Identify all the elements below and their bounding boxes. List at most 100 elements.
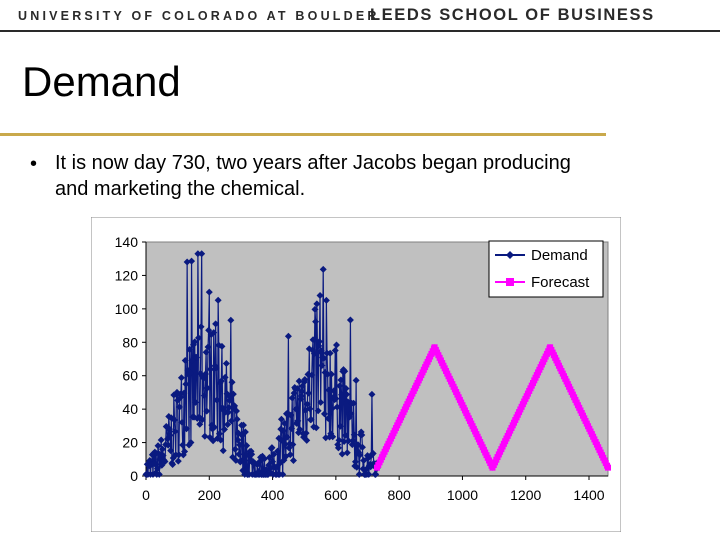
demand-point: [270, 450, 278, 458]
demand-point: [359, 465, 367, 473]
demand-point: [157, 436, 165, 444]
demand-point: [317, 347, 325, 355]
demand-point: [181, 356, 189, 364]
demand-point: [286, 451, 294, 459]
x-tick-label: 1400: [573, 487, 604, 503]
demand-point: [198, 416, 206, 424]
demand-point: [315, 338, 323, 346]
x-axis: 0 200 400 600 800 1000 1200 1400: [142, 475, 608, 503]
demand-point: [217, 377, 225, 385]
demand-point: [222, 359, 230, 367]
demand-point: [181, 448, 189, 456]
demand-point: [248, 450, 256, 458]
demand-point: [349, 437, 357, 445]
demand-point: [155, 470, 163, 478]
demand-point: [351, 458, 359, 466]
demand-point: [326, 349, 334, 357]
demand-point: [293, 385, 301, 393]
demand-point: [284, 332, 292, 340]
demand-point: [320, 354, 328, 362]
demand-point: [336, 422, 344, 430]
demand-point: [295, 377, 303, 385]
demand-point: [332, 395, 340, 403]
demand-point: [150, 460, 158, 468]
demand-point: [203, 407, 211, 415]
legend: Demand Forecast: [488, 240, 604, 298]
demand-point: [353, 463, 361, 471]
demand-point: [289, 440, 297, 448]
demand-point: [191, 398, 199, 406]
demand-point: [350, 431, 358, 439]
demand-point: [330, 387, 338, 395]
demand-point: [225, 403, 233, 411]
demand-point: [193, 354, 201, 362]
demand-point: [212, 364, 220, 372]
demand-point: [302, 429, 310, 437]
demand-point: [215, 430, 223, 438]
demand-point: [338, 450, 346, 458]
demand-point: [368, 390, 376, 398]
y-tick-label: 140: [115, 234, 139, 250]
demand-point: [352, 376, 360, 384]
demand-point: [204, 343, 212, 351]
demand-point: [196, 370, 204, 378]
demand-point: [338, 391, 346, 399]
demand-point: [303, 436, 311, 444]
university-name: UNIVERSITY OF COLORADO AT BOULDER: [18, 9, 380, 23]
x-tick-label: 1000: [447, 487, 478, 503]
demand-point: [182, 380, 190, 388]
demand-point: [213, 396, 221, 404]
demand-point: [179, 451, 187, 459]
demand-point: [322, 434, 330, 442]
demand-point: [202, 348, 210, 356]
demand-point: [176, 403, 184, 411]
demand-point: [333, 403, 341, 411]
demand-point: [317, 398, 325, 406]
demand-point: [265, 453, 273, 461]
demand-point: [227, 417, 235, 425]
demand-point: [372, 470, 380, 478]
y-tick-label: 100: [115, 301, 139, 317]
demand-point: [221, 373, 229, 381]
demand-point: [315, 342, 323, 350]
demand-point: [201, 432, 209, 440]
demand-point: [283, 433, 291, 441]
demand-point: [346, 316, 354, 324]
demand-point: [341, 367, 349, 375]
demand-point: [205, 288, 213, 296]
demand-point: [279, 427, 287, 435]
school-name: LEEDS SCHOOL OF BUSINESS: [370, 6, 655, 24]
demand-point: [362, 465, 370, 473]
demand-point: [195, 413, 203, 421]
demand-point: [190, 413, 198, 421]
demand-point: [201, 370, 209, 378]
legend-forecast-marker: [506, 278, 514, 286]
demand-point: [309, 336, 317, 344]
demand-point: [227, 316, 235, 324]
demand-point: [158, 445, 166, 453]
bullet-text: It is now day 730, two years after Jacob…: [55, 152, 571, 200]
demand-point: [187, 438, 195, 446]
demand-point: [200, 374, 208, 382]
demand-chart: 0 20 40 60 80 100 120 140 0 200 400 600 800 1000 1200…: [91, 217, 621, 532]
demand-point: [320, 410, 328, 418]
demand-point: [365, 470, 373, 478]
demand-point: [183, 258, 191, 266]
demand-point: [161, 458, 169, 466]
demand-point: [284, 409, 292, 417]
demand-point: [146, 457, 154, 465]
demand-point: [289, 457, 297, 465]
demand-point: [154, 442, 162, 450]
demand-point: [292, 405, 300, 413]
demand-point: [298, 387, 306, 395]
legend-forecast-label: Forecast: [531, 274, 590, 291]
demand-point: [358, 443, 366, 451]
demand-point: [298, 382, 306, 390]
demand-point: [217, 436, 225, 444]
demand-point: [265, 461, 273, 469]
demand-point: [340, 438, 348, 446]
demand-point: [264, 470, 272, 478]
demand-point: [355, 470, 363, 478]
y-tick-label: 60: [122, 368, 138, 384]
demand-point: [336, 382, 344, 390]
